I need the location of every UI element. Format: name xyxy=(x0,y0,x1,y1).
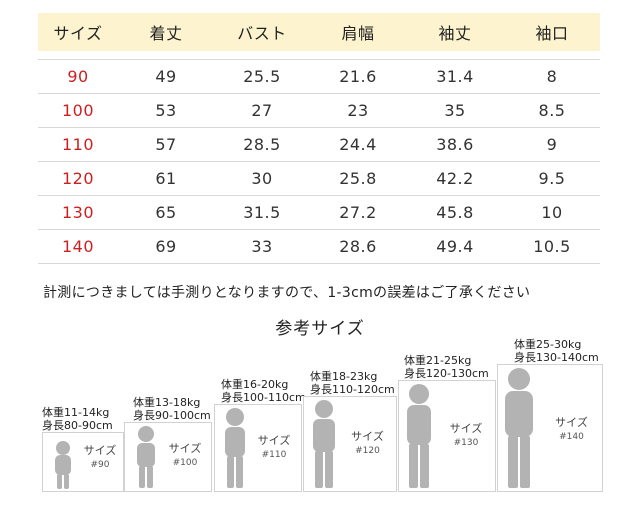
size-label: サイズ xyxy=(555,416,588,429)
figure-label-140: 体重25-30kg 身長130-140cm xyxy=(514,338,599,364)
row-cuff: 8 xyxy=(546,67,558,86)
header-cuff: 袖口 xyxy=(535,24,569,43)
size-label: サイズ xyxy=(83,444,117,457)
height-text: 身長80-90cm xyxy=(42,419,113,432)
size-label: サイズ xyxy=(351,430,384,443)
row-cuff: 9.5 xyxy=(538,169,566,188)
header-length: 着丈 xyxy=(149,24,183,43)
row-shoulder: 23 xyxy=(347,101,369,120)
row-size: 100 xyxy=(61,101,95,120)
size-box-text-130: サイズ #130 xyxy=(438,420,494,448)
table-row: 120 61 30 25.8 42.2 9.5 xyxy=(38,162,600,196)
row-bust: 33 xyxy=(251,237,273,256)
row-cuff: 8.5 xyxy=(538,101,566,120)
weight-text: 体重13-18kg xyxy=(133,396,201,409)
row-sleeve: 45.8 xyxy=(436,203,474,222)
figure-label-130: 体重21-25kg 身長120-130cm xyxy=(404,354,489,380)
size-box-text-120: サイズ #120 xyxy=(340,428,395,456)
row-sleeve: 49.4 xyxy=(436,237,474,256)
size-number: #120 xyxy=(355,446,380,456)
size-label: サイズ xyxy=(168,442,202,455)
row-cuff: 10.5 xyxy=(533,237,571,256)
row-bust: 30 xyxy=(251,169,273,188)
table-row: 130 65 31.5 27.2 45.8 10 xyxy=(38,196,600,230)
row-shoulder: 28.6 xyxy=(339,237,377,256)
row-sleeve: 31.4 xyxy=(436,67,474,86)
size-label: サイズ xyxy=(257,434,291,447)
height-text: 身長110-120cm xyxy=(310,383,395,396)
figure-label-120: 体重18-23kg 身長110-120cm xyxy=(310,370,395,396)
height-text: 身長100-110cm xyxy=(221,391,306,404)
table-row: 110 57 28.5 24.4 38.6 9 xyxy=(38,128,600,162)
header-sleeve: 袖丈 xyxy=(438,24,472,43)
row-length: 65 xyxy=(155,203,177,222)
row-size: 130 xyxy=(61,203,95,222)
row-shoulder: 25.8 xyxy=(339,169,377,188)
weight-text: 体重16-20kg xyxy=(221,378,289,391)
size-label: サイズ xyxy=(449,422,483,435)
weight-text: 体重18-23kg xyxy=(310,370,378,383)
weight-text: 体重25-30kg xyxy=(514,338,582,351)
reference-size-title: 参考サイズ xyxy=(275,319,365,339)
size-number: #130 xyxy=(453,438,479,448)
figure-label-100: 体重13-18kg 身長90-100cm xyxy=(133,396,211,422)
child-silhouette-90 xyxy=(55,441,71,489)
row-length: 49 xyxy=(155,67,177,86)
height-text: 身長130-140cm xyxy=(514,351,599,364)
child-silhouette-100 xyxy=(137,426,155,488)
row-size: 120 xyxy=(61,169,95,188)
child-silhouette-120 xyxy=(313,400,335,488)
row-shoulder: 27.2 xyxy=(339,203,377,222)
size-box-text-140: サイズ #140 xyxy=(542,414,601,442)
row-cuff: 9 xyxy=(546,135,558,154)
measurement-note: 計測につきましては手測りとなりますので、1-3cmの誤差はご了承ください xyxy=(43,285,531,301)
child-silhouette-130 xyxy=(407,384,431,488)
size-box-text-100: サイズ #100 xyxy=(160,440,210,468)
row-shoulder: 24.4 xyxy=(339,135,377,154)
table-row: 140 69 33 28.6 49.4 10.5 xyxy=(38,230,600,264)
height-text: 身長90-100cm xyxy=(133,409,211,422)
weight-text: 体重21-25kg xyxy=(404,354,472,367)
row-bust: 27 xyxy=(251,101,273,120)
weight-text: 体重11-14kg xyxy=(42,406,110,419)
row-sleeve: 38.6 xyxy=(436,135,474,154)
size-number: #90 xyxy=(90,460,110,470)
table-header-band xyxy=(38,13,600,51)
row-shoulder: 21.6 xyxy=(339,67,377,86)
table-header-row: サイズ 着丈 バスト 肩幅 袖丈 袖口 xyxy=(38,13,600,51)
row-bust: 25.5 xyxy=(243,67,281,86)
row-bust: 31.5 xyxy=(243,203,281,222)
size-number: #140 xyxy=(559,432,584,442)
row-size: 90 xyxy=(67,67,89,86)
size-table: サイズ 着丈 バスト 肩幅 袖丈 袖口 90 49 25.5 21.6 31.4… xyxy=(38,13,600,264)
size-number: #110 xyxy=(261,450,287,460)
row-length: 53 xyxy=(155,101,177,120)
row-size: 140 xyxy=(61,237,95,256)
figure-label-110: 体重16-20kg 身長100-110cm xyxy=(221,378,306,404)
header-size: サイズ xyxy=(53,24,103,43)
table-row: 100 53 27 23 35 8.5 xyxy=(38,94,600,128)
child-silhouette-140 xyxy=(505,368,533,488)
figure-label-90: 体重11-14kg 身長80-90cm xyxy=(42,406,113,432)
size-box-text-90: サイズ #90 xyxy=(78,442,122,470)
row-length: 69 xyxy=(155,237,177,256)
row-length: 61 xyxy=(155,169,177,188)
header-bust: バスト xyxy=(237,24,287,43)
table-row: 90 49 25.5 21.6 31.4 8 xyxy=(38,59,600,94)
row-size: 110 xyxy=(61,135,95,154)
size-box-text-110: サイズ #110 xyxy=(248,432,300,460)
row-sleeve: 42.2 xyxy=(436,169,474,188)
height-text: 身長120-130cm xyxy=(404,367,489,380)
row-cuff: 10 xyxy=(541,203,563,222)
row-sleeve: 35 xyxy=(444,101,466,120)
header-shoulder: 肩幅 xyxy=(341,24,375,43)
size-number: #100 xyxy=(172,458,198,468)
row-length: 57 xyxy=(155,135,177,154)
row-bust: 28.5 xyxy=(243,135,281,154)
child-silhouette-110 xyxy=(225,408,245,488)
